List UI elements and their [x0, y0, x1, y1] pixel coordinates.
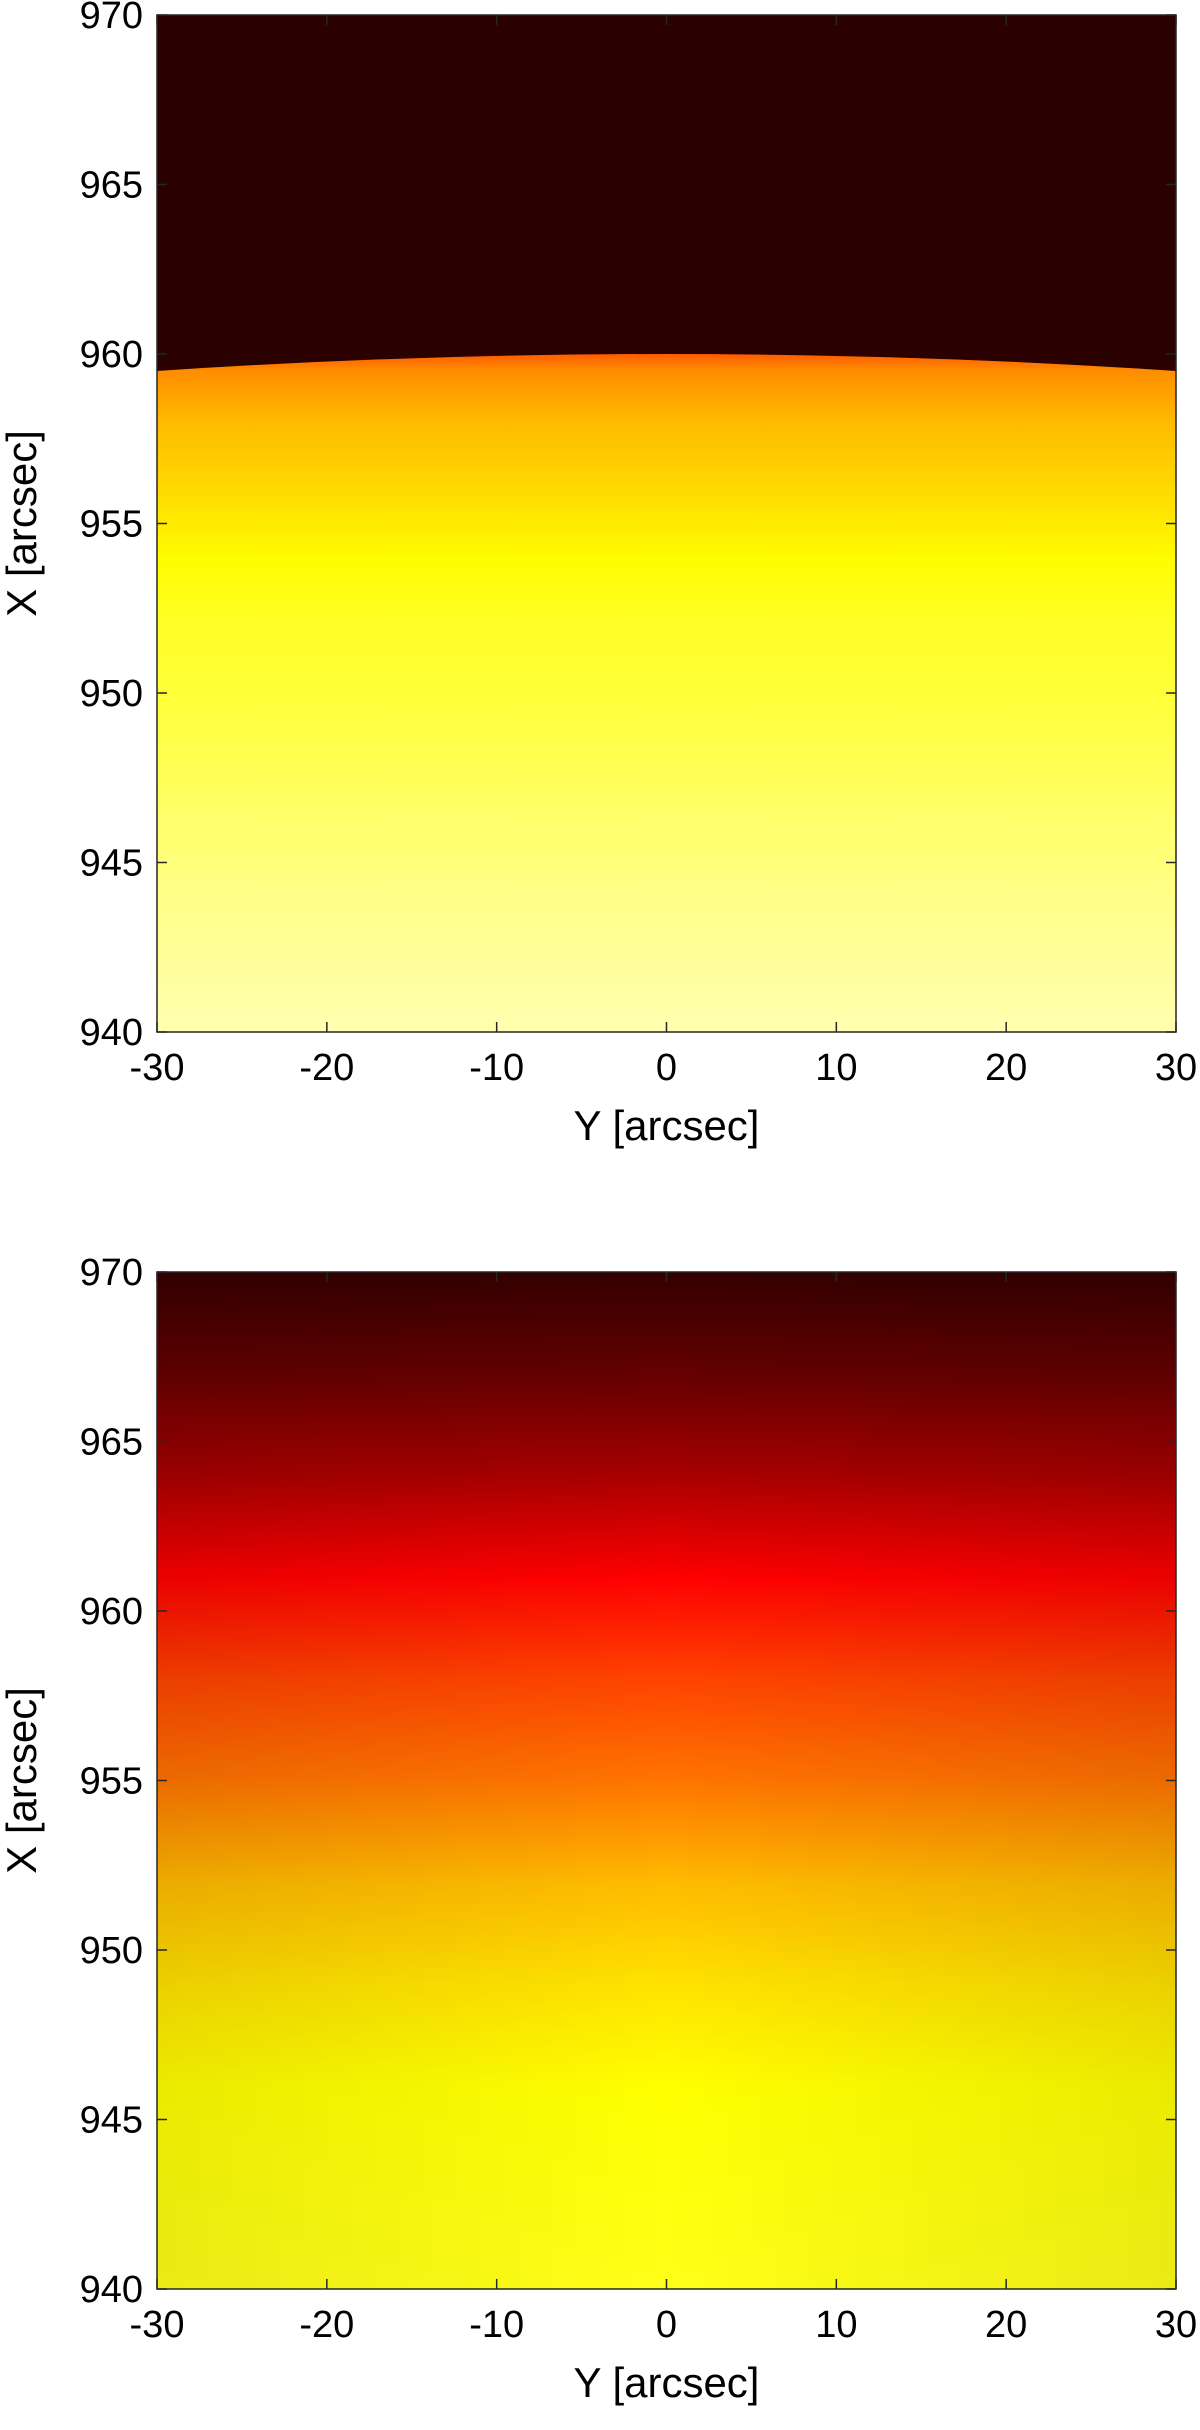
heatmap-image — [157, 15, 1176, 1032]
y-tick-label: 965 — [80, 165, 143, 207]
x-axis-label: Y [arcsec] — [574, 1102, 760, 1149]
y-tick-label: 955 — [80, 1761, 143, 1803]
x-tick-label: 10 — [815, 1047, 857, 1089]
y-tick-label: 970 — [80, 0, 143, 37]
y-tick-label: 945 — [80, 843, 143, 885]
x-tick-label: 0 — [656, 1047, 677, 1089]
x-tick-label: -10 — [469, 2304, 524, 2346]
x-tick-label: 30 — [1155, 2304, 1197, 2346]
heatmap-image — [157, 1272, 1176, 2289]
y-tick-label: 955 — [80, 504, 143, 546]
y-axis-label: X [arcsec] — [0, 1687, 45, 1874]
y-tick-label: 940 — [80, 1012, 143, 1054]
y-tick-label: 940 — [80, 2269, 143, 2311]
x-axis-label: Y [arcsec] — [574, 2359, 760, 2406]
x-tick-label: -30 — [130, 1047, 185, 1089]
y-tick-label: 950 — [80, 673, 143, 715]
x-tick-label: 0 — [656, 2304, 677, 2346]
x-tick-label: 10 — [815, 2304, 857, 2346]
x-tick-label: 30 — [1155, 1047, 1197, 1089]
y-tick-label: 970 — [80, 1252, 143, 1294]
heatmap-panel-top: -30 -20 -10 0 10 20 30 940 945 950 955 960 965 970 Y [… — [0, 0, 1197, 1149]
y-tick-label: 960 — [80, 334, 143, 376]
y-tick-label: 950 — [80, 1930, 143, 1972]
x-tick-label: 20 — [985, 2304, 1027, 2346]
x-tick-label: -20 — [299, 2304, 354, 2346]
heatmap-shading — [157, 1272, 1176, 2289]
y-tick-label: 960 — [80, 1591, 143, 1633]
solar-disk — [157, 354, 1176, 1032]
x-tick-label: -20 — [299, 1047, 354, 1089]
y-tick-label: 965 — [80, 1422, 143, 1464]
y-axis-label: X [arcsec] — [0, 430, 45, 617]
x-tick-label: 20 — [985, 1047, 1027, 1089]
x-tick-label: -30 — [130, 2304, 185, 2346]
x-tick-label: -10 — [469, 1047, 524, 1089]
y-tick-label: 945 — [80, 2100, 143, 2142]
heatmap-panel-bottom: -30 -20 -10 0 10 20 30 940 945 950 955 960 965 970 Y [… — [0, 1252, 1197, 2406]
